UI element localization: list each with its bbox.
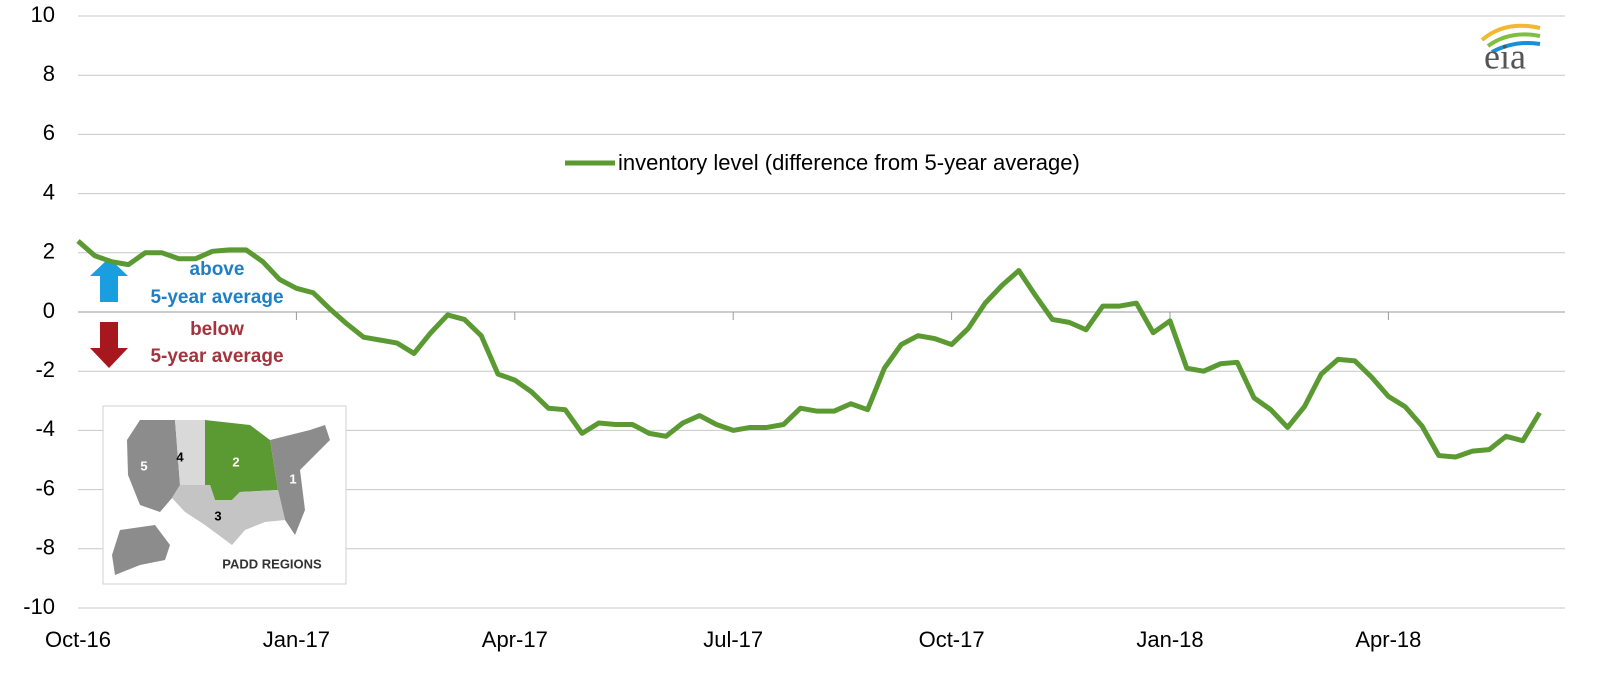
annotation: above xyxy=(190,259,245,280)
y-tick-label: 8 xyxy=(43,61,55,86)
logo-arc xyxy=(1480,23,1541,42)
padd-4 xyxy=(175,420,205,485)
annotation: below xyxy=(190,319,244,340)
logo-arc xyxy=(1491,41,1541,54)
y-tick-label: 2 xyxy=(43,239,55,264)
x-tick-label: Apr-18 xyxy=(1355,627,1421,652)
padd-3 xyxy=(172,485,285,545)
x-tick-label: Oct-17 xyxy=(919,627,985,652)
logo-text: eia xyxy=(1484,36,1526,76)
y-tick-label: 0 xyxy=(43,298,55,323)
x-tick-label: Jan-18 xyxy=(1136,627,1203,652)
y-tick-label: 10 xyxy=(31,2,55,27)
map-label: 2 xyxy=(232,454,239,469)
legend-label: inventory level (difference from 5-year … xyxy=(618,150,1080,175)
y-tick-label: 4 xyxy=(43,179,55,204)
padd-2 xyxy=(205,420,278,500)
x-tick-label: Jan-17 xyxy=(263,627,330,652)
alaska xyxy=(112,525,170,575)
map-label: 4 xyxy=(176,449,184,464)
padd-map: 1 2 3 4 5 PADD REGIONS xyxy=(102,405,347,585)
y-tick-label: -4 xyxy=(35,416,55,441)
map-label: 5 xyxy=(140,458,147,473)
logo: eia xyxy=(1480,23,1541,76)
padd-5 xyxy=(127,420,180,512)
y-tick-label: -10 xyxy=(23,594,55,619)
logo-arc xyxy=(1486,32,1541,48)
x-tick-label: Jul-17 xyxy=(703,627,763,652)
x-tick-label: Apr-17 xyxy=(482,627,548,652)
line-series xyxy=(76,239,1542,460)
map-label: 1 xyxy=(289,471,296,486)
padd-1 xyxy=(270,425,330,535)
map-title: PADD REGIONS xyxy=(222,556,322,571)
y-tick-label: -6 xyxy=(35,475,55,500)
map-label: 3 xyxy=(214,508,221,523)
y-tick-label: -8 xyxy=(35,535,55,560)
up-arrow xyxy=(90,258,128,302)
down-arrow xyxy=(90,322,128,368)
y-tick-label: -2 xyxy=(35,357,55,382)
y-tick-label: 6 xyxy=(43,120,55,145)
annotation: 5-year average xyxy=(150,287,283,308)
annotation: 5-year average xyxy=(150,346,283,367)
x-tick-label: Oct-16 xyxy=(45,627,111,652)
